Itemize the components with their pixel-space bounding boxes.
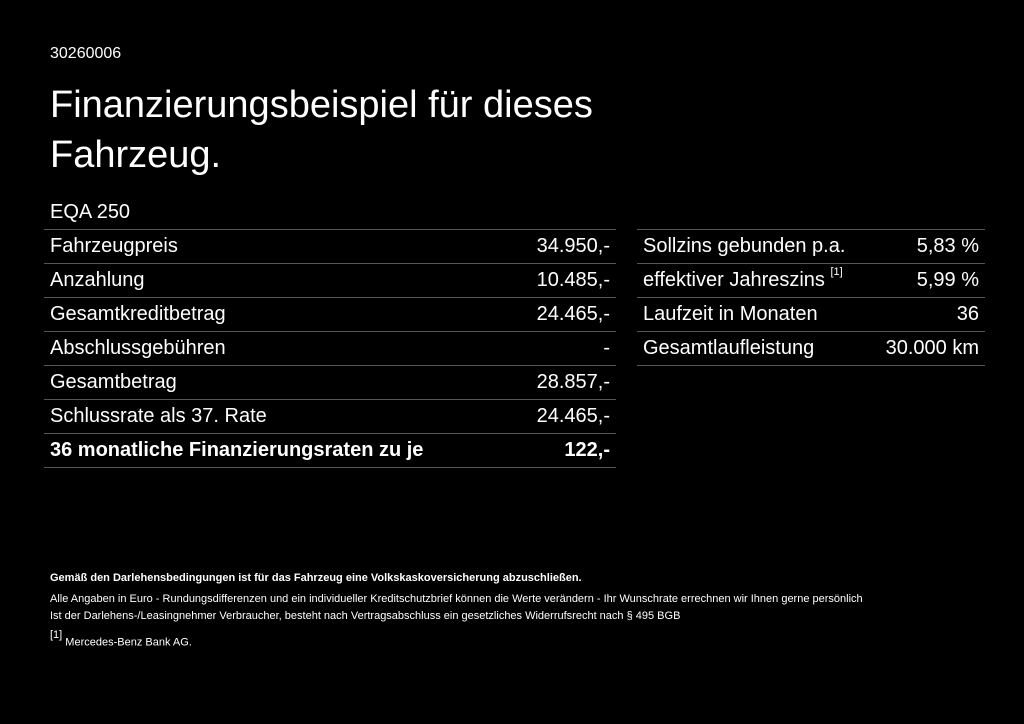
row-value: 24.465,-: [536, 405, 610, 427]
row-value: 10.485,-: [536, 269, 610, 291]
table-row: Anzahlung 10.485,-: [44, 263, 616, 297]
table-row: Gesamtlaufleistung 30.000 km: [637, 331, 985, 365]
notes: Gemäß den Darlehensbedingungen ist für d…: [50, 570, 990, 652]
label-text: 36 monatliche Finanzierungsraten zu je: [50, 439, 424, 461]
row-value: 34.950,-: [536, 235, 610, 257]
table-row: Fahrzeugpreis 34.950,-: [44, 229, 616, 263]
note-lines: Alle Angaben in Euro - Rundungsdifferenz…: [50, 591, 990, 626]
row-label: Laufzeit in Monaten: [643, 303, 818, 326]
row-label: Fahrzeugpreis: [50, 235, 178, 258]
label-text: Abschlussgebühren: [50, 337, 226, 359]
title: Finanzierungsbeispiel für dieses Fahrzeu…: [50, 84, 593, 176]
row-label: Gesamtbetrag: [50, 371, 177, 394]
footnotes: [1] Mercedes-Benz Bank AG.: [50, 628, 990, 652]
label-text: effektiver Jahreszins: [643, 269, 825, 291]
insurance-note: Gemäß den Darlehensbedingungen ist für d…: [50, 572, 582, 584]
row-label: Sollzins gebunden p.a.: [643, 235, 845, 258]
model-name: EQA 250: [50, 201, 131, 223]
table-row: effektiver Jahreszins [1] 5,99 %: [637, 263, 985, 297]
table-row: Abschlussgebühren -: [44, 331, 616, 365]
label-text: Sollzins gebunden p.a.: [643, 235, 846, 257]
table-row: Sollzins gebunden p.a. 5,83 %: [637, 229, 985, 263]
row-label: Gesamtlaufleistung: [643, 337, 814, 360]
label-text: Gesamtlaufleistung: [643, 337, 815, 359]
row-value: 5,99 %: [916, 269, 979, 291]
footnote-ref: [1]: [50, 628, 63, 641]
financing-table: Fahrzeugpreis 34.950,- Anzahlung 10.485,- Ge…: [44, 229, 616, 468]
table-row: 36 monatliche Finanzierungsraten zu je 12…: [44, 433, 616, 467]
note-line: Alle Angaben in Euro - Rundungsdifferenz…: [50, 592, 863, 605]
row-value: 122,-: [564, 439, 610, 461]
table-row: Schlussrate als 37. Rate 24.465,-: [44, 399, 616, 433]
label-text: Gesamtkreditbetrag: [50, 303, 226, 325]
row-label: Schlussrate als 37. Rate: [50, 405, 267, 428]
row-label: Abschlussgebühren: [50, 337, 226, 360]
footnote-text: Mercedes-Benz Bank AG.: [65, 636, 192, 649]
table-row: Laufzeit in Monaten 36: [637, 297, 985, 331]
row-value: 28.857,-: [536, 371, 610, 393]
label-text: Gesamtbetrag: [50, 371, 177, 393]
note-line: Ist der Darlehens-/Leasingnehmer Verbrau…: [50, 610, 681, 622]
label-text: Schlussrate als 37. Rate: [50, 405, 267, 427]
row-label: Anzahlung: [50, 269, 145, 292]
vehicle-code: 30260006: [50, 45, 122, 62]
footnote-ref: [1]: [830, 266, 843, 279]
table-row: Gesamtkreditbetrag 24.465,-: [44, 297, 616, 331]
table-row: Gesamtbetrag 28.857,-: [44, 365, 616, 399]
row-value: -: [603, 337, 610, 359]
row-value: 5,83 %: [916, 235, 979, 257]
footnote: [1] Mercedes-Benz Bank AG.: [50, 628, 990, 652]
row-value: 24.465,-: [536, 303, 610, 325]
label-text: Anzahlung: [50, 269, 145, 291]
label-text: Fahrzeugpreis: [50, 235, 178, 257]
row-value: 30.000 km: [885, 337, 979, 359]
conditions-table: Sollzins gebunden p.a. 5,83 % effektiver J…: [637, 229, 985, 366]
label-text: Laufzeit in Monaten: [643, 303, 818, 325]
row-value: 36: [956, 303, 979, 325]
row-label: Gesamtkreditbetrag: [50, 303, 226, 326]
row-label: 36 monatliche Finanzierungsraten zu je: [50, 439, 423, 462]
row-label: effektiver Jahreszins [1]: [643, 266, 843, 292]
